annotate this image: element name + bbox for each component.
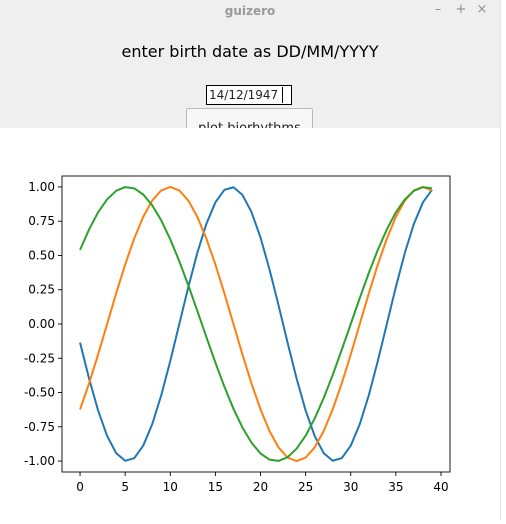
birth-date-prompt: enter birth date as DD/MM/YYYY [121,42,379,61]
physical-series-line [79,186,433,462]
minimize-icon[interactable]: – [434,2,442,17]
window-title: guizero [224,4,276,18]
y-tick-label: 0.50 [28,248,55,262]
y-tick-label: -1.00 [24,454,55,468]
y-tick-label: 0.25 [28,283,55,297]
emotional-series-line [79,185,433,463]
x-tick-label: 25 [298,480,313,494]
x-axis: 0 5 10 15 20 25 30 35 40 [76,472,449,494]
birth-date-input[interactable] [206,85,292,105]
x-tick-label: 15 [208,480,223,494]
x-tick-label: 40 [433,480,448,494]
maximize-icon[interactable]: + [455,2,467,17]
x-tick-label: 5 [121,480,129,494]
y-tick-label: 1.00 [28,180,55,194]
plot-frame [61,175,451,473]
x-tick-label: 20 [253,480,268,494]
chart-svg: -1.00 -0.75 -0.50 -0.25 0.00 0.25 0.50 0.75 1.00… [24,175,451,494]
background-window-edge [500,0,506,520]
title-bar: guizero – + × [0,0,500,22]
y-axis: -1.00 -0.75 -0.50 -0.25 0.00 0.25 0.50 0.75 1.00 [24,180,62,468]
intellectual-series-line [79,186,433,462]
text-cursor [282,87,283,103]
x-tick-label: 0 [76,480,84,494]
close-icon[interactable]: × [476,2,488,17]
y-tick-label: 0.00 [28,317,55,331]
y-tick-label: 0.75 [28,214,55,228]
x-tick-label: 35 [388,480,403,494]
chart-series [79,185,433,463]
biorhythm-chart: -1.00 -0.75 -0.50 -0.25 0.00 0.25 0.50 0.75 1.00… [0,128,500,520]
y-tick-label: -0.75 [24,420,55,434]
y-tick-label: -0.50 [24,386,55,400]
form-panel: enter birth date as DD/MM/YYYY plot bior… [0,22,500,150]
y-tick-label: -0.25 [24,351,55,365]
x-tick-label: 10 [163,480,178,494]
x-tick-label: 30 [343,480,358,494]
